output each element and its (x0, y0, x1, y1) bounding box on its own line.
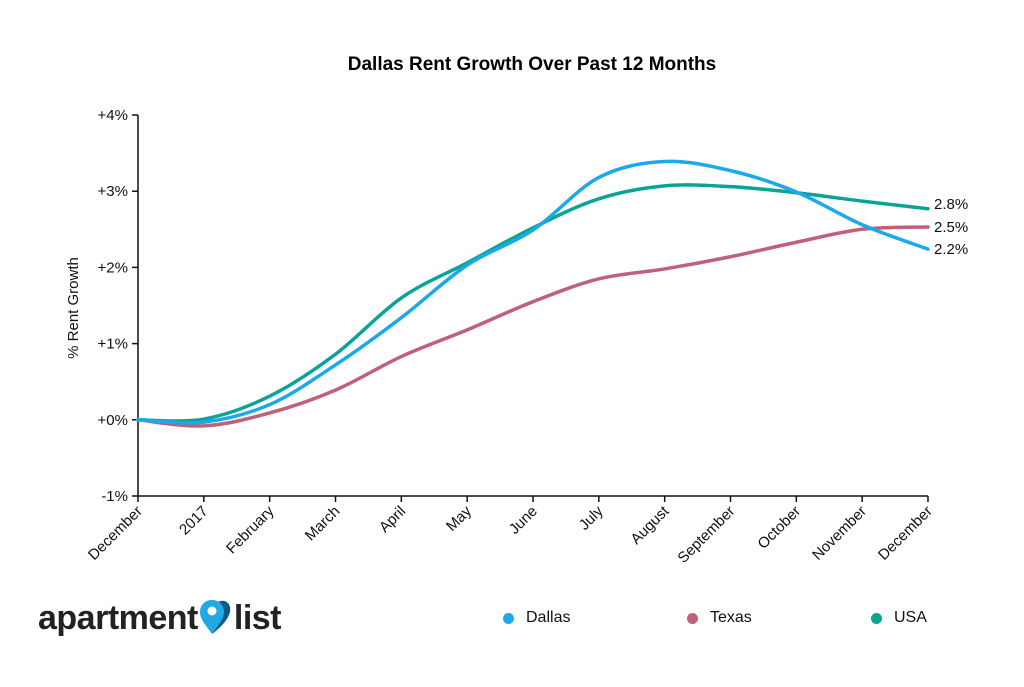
end-label-texas: 2.5% (934, 219, 968, 236)
series-line-dallas (136, 159, 930, 425)
legend-label-texas: Texas (710, 609, 752, 626)
x-tick-label: July (576, 502, 607, 533)
legend-item-usa: USA (871, 609, 927, 627)
x-tick-label: March (302, 503, 343, 544)
legend-swatch-usa (871, 612, 882, 624)
map-pin-heart-icon (199, 600, 231, 634)
logo-text-list: list (233, 598, 282, 637)
series-line-texas (136, 225, 930, 428)
y-tick-label: +2% (98, 259, 128, 276)
legend-label-dallas: Dallas (526, 609, 571, 626)
x-tick-label: November (809, 503, 870, 564)
y-tick-label: -1% (101, 488, 128, 505)
x-tick-label: 2017 (176, 503, 212, 539)
end-label-usa: 2.8% (934, 196, 968, 213)
legend-label-usa: USA (894, 609, 927, 626)
x-tick-label: August (627, 502, 673, 548)
legend-swatch-dallas (503, 612, 514, 624)
x-tick-label: April (376, 503, 409, 536)
apartment-list-logo: apartment list (38, 598, 282, 638)
legend-item-texas: Texas (687, 609, 752, 627)
y-tick-label: +3% (98, 183, 128, 200)
y-tick-label: +4% (98, 107, 128, 124)
y-tick-label: +1% (98, 336, 128, 353)
x-tick-label: December (875, 503, 936, 564)
x-tick-label: September (674, 503, 738, 567)
x-tick-label: February (223, 502, 278, 557)
x-tick-label: June (506, 503, 541, 538)
legend-item-dallas: Dallas (503, 609, 570, 627)
chart-title: Dallas Rent Growth Over Past 12 Months (348, 54, 716, 75)
x-tick-label: December (85, 503, 146, 564)
x-tick-label: October (754, 503, 804, 553)
logo-text-apartment: apartment (38, 598, 198, 637)
legend-swatch-texas (687, 612, 698, 624)
end-label-dallas: 2.2% (934, 241, 968, 258)
y-tick-label: +0% (98, 412, 128, 429)
y-axis-label: % Rent Growth (65, 257, 82, 359)
x-tick-label: May (443, 502, 475, 534)
